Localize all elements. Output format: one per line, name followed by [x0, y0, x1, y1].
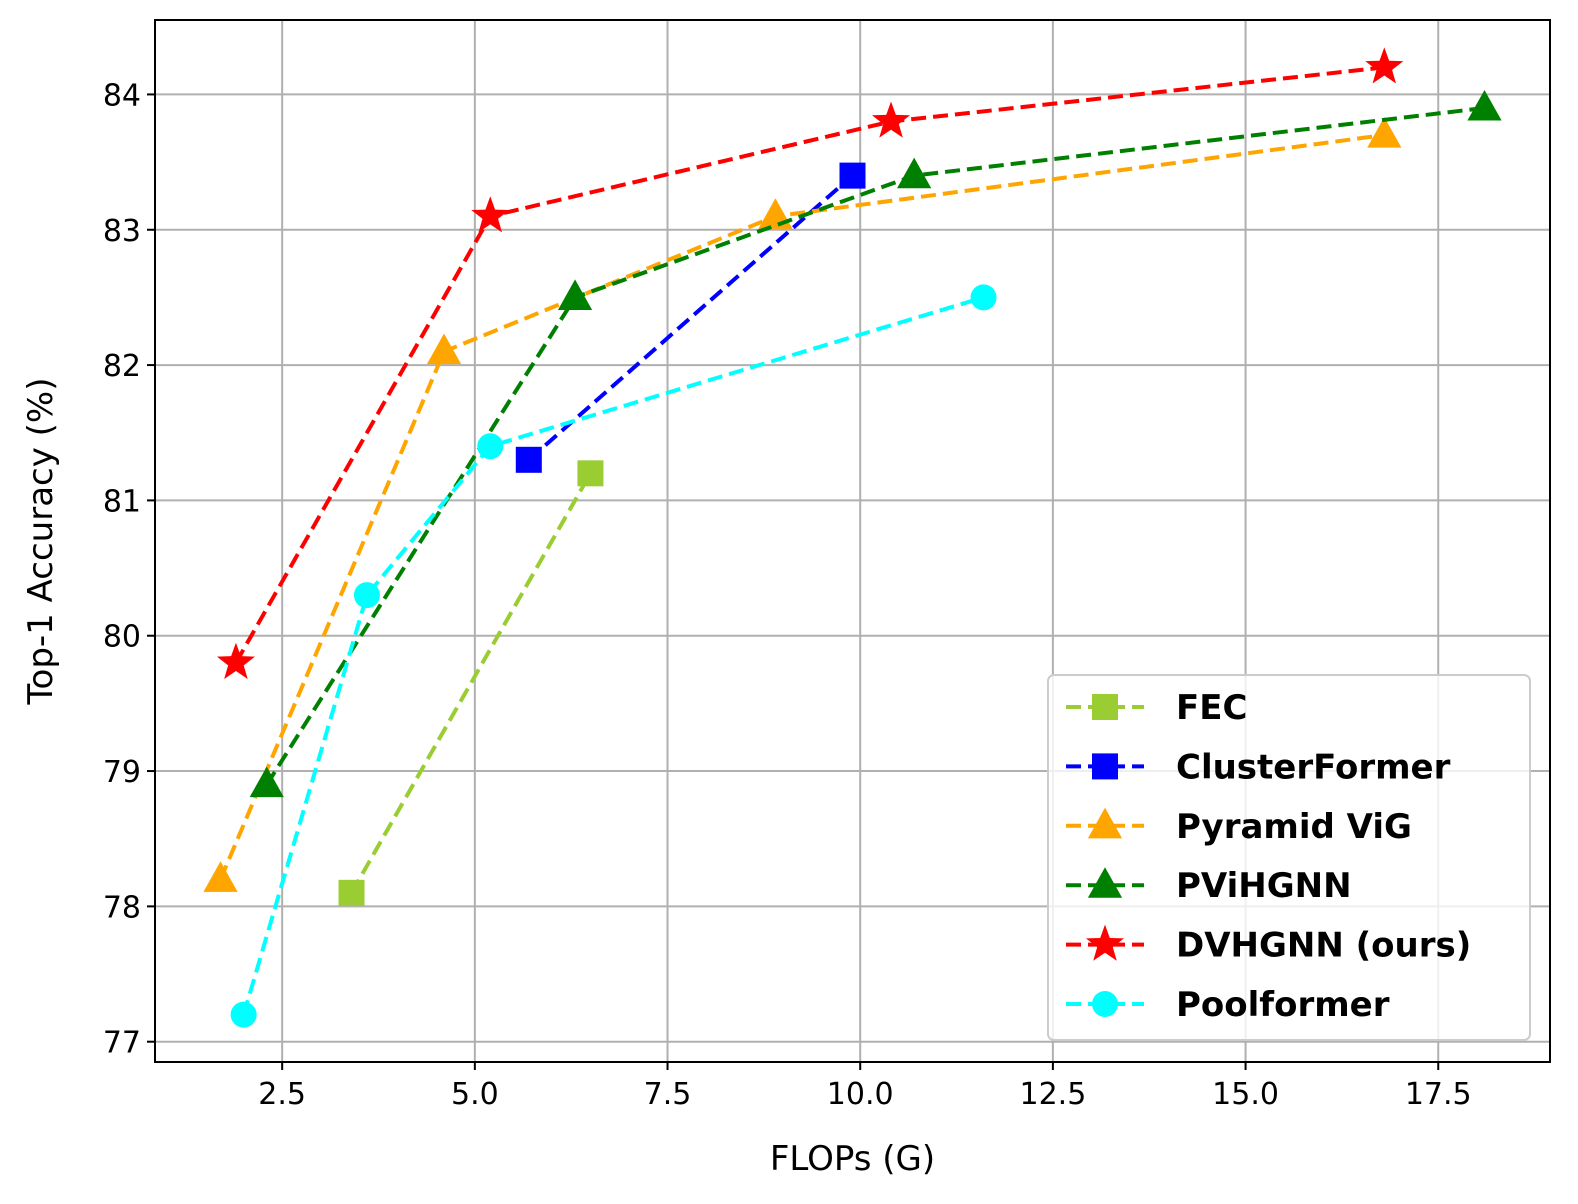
data-point-dvhgnn-ours: [471, 196, 510, 233]
legend-marker-fec: [1092, 694, 1118, 720]
series-line-pvihgnn: [265, 105, 1485, 786]
legend-label-fec: FEC: [1176, 688, 1247, 728]
data-point-pvihgnn: [1467, 89, 1502, 121]
legend-label-clusterformer: ClusterFormer: [1176, 747, 1451, 787]
data-point-poolformer: [970, 284, 997, 311]
y-tick-label: 83: [103, 214, 141, 249]
legend-marker-pvihgnn: [1087, 867, 1123, 898]
x-axis-label: FLOPs (G): [770, 1139, 935, 1179]
data-point-dvhgnn-ours: [872, 101, 911, 138]
legend: FEC ClusterFormer Pyramid ViG PViHGNN DVHGNN…: [1047, 674, 1531, 1041]
data-point-clusterformer: [515, 446, 542, 473]
data-point-fec: [338, 879, 365, 906]
series-line-fec: [349, 472, 593, 894]
series-pvihgnn: [249, 89, 1502, 798]
legend-entry-pvihgnn: PViHGNN: [1066, 866, 1352, 906]
legend-entry-fec: FEC: [1066, 688, 1247, 728]
series-line-pyramid-vig: [218, 133, 1385, 881]
data-point-poolformer: [230, 1001, 257, 1028]
data-point-pyramid-vig: [203, 861, 238, 892]
y-tick-label: 82: [103, 349, 141, 384]
axes: 2.5 5.0 7.5 10.0 12.5 15.0 17.5 77 78 79 80 81 82 83 8…: [103, 78, 1472, 1112]
x-tick-label: 15.0: [1212, 1077, 1279, 1112]
legend-entry-pyramid-vig: Pyramid ViG: [1066, 807, 1412, 847]
y-tick-label: 81: [103, 484, 141, 519]
legend-label-pyramid-vig: Pyramid ViG: [1176, 807, 1412, 847]
data-point-fec: [577, 460, 604, 487]
data-point-clusterformer: [839, 162, 866, 189]
x-tick-label: 12.5: [1019, 1077, 1086, 1112]
x-tick-label: 2.5: [258, 1077, 306, 1112]
y-tick-label: 79: [103, 755, 141, 790]
legend-entry-dvhgnn-ours: DVHGNN (ours): [1066, 924, 1471, 966]
series-line-clusterformer: [527, 174, 854, 462]
data-point-dvhgnn-ours: [1365, 47, 1404, 84]
x-tick-label: 10.0: [827, 1077, 894, 1112]
legend-marker-clusterformer: [1092, 753, 1118, 780]
data-point-poolformer: [353, 582, 380, 609]
data-point-pyramid-vig: [426, 333, 462, 365]
series-pyramid-vig: [203, 117, 1402, 892]
legend-label-pvihgnn: PViHGNN: [1176, 866, 1352, 906]
x-tick-label: 17.5: [1405, 1077, 1472, 1112]
series-fec: [338, 460, 604, 906]
legend-marker-pyramid-vig: [1087, 807, 1123, 839]
y-tick-label: 77: [103, 1026, 141, 1061]
data-point-dvhgnn-ours: [216, 642, 255, 679]
x-tick-label: 7.5: [644, 1077, 692, 1112]
data-point-pvihgnn: [557, 279, 593, 311]
legend-entry-clusterformer: ClusterFormer: [1066, 747, 1451, 787]
y-axis-label: Top-1 Accuracy (%): [21, 378, 61, 706]
plot-frame: [154, 19, 1551, 1063]
data-point-pvihgnn: [249, 766, 284, 798]
y-tick-label: 84: [103, 78, 141, 113]
legend-label-dvhgnn-ours: DVHGNN (ours): [1176, 926, 1471, 966]
y-tick-label: 78: [103, 890, 141, 925]
plot-series: [203, 47, 1502, 1028]
legend-label-poolformer: Poolformer: [1176, 985, 1390, 1025]
y-tick-label: 80: [103, 620, 141, 655]
data-point-pyramid-vig: [1367, 117, 1402, 148]
series-dvhgnn-ours: [216, 47, 1404, 679]
legend-marker-poolformer: [1092, 991, 1118, 1017]
data-point-pvihgnn: [897, 157, 932, 189]
legend-marker-dvhgnn-ours: [1085, 924, 1125, 961]
series-poolformer: [230, 284, 997, 1028]
data-point-poolformer: [477, 433, 504, 460]
series-clusterformer: [515, 162, 866, 473]
series-line-poolformer: [241, 295, 985, 1016]
legend-box: [1047, 674, 1531, 1041]
legend-entry-poolformer: Poolformer: [1066, 985, 1390, 1025]
x-tick-label: 5.0: [451, 1077, 499, 1112]
series-line-dvhgnn-ours: [234, 65, 1385, 664]
